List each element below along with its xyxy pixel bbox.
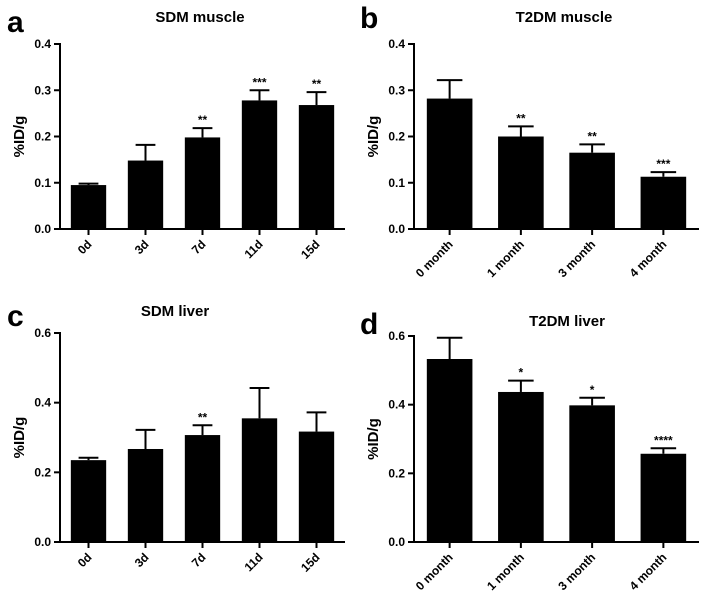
significance-marker: ***: [656, 157, 670, 171]
panel-label: d: [360, 308, 378, 341]
y-tick-label: 0.4: [388, 398, 405, 412]
y-tick-label: 0.0: [34, 222, 51, 236]
y-tick-label: 0.0: [388, 222, 405, 236]
chart-a: a SDM muscle %ID/g 0.0 0.1 0.2 0.3 0.4 0d 3d ** 7d *…: [7, 6, 345, 262]
bar: [184, 137, 221, 229]
significance-marker: ***: [252, 75, 266, 89]
chart-title: SDM liver: [141, 303, 210, 320]
bar: [241, 100, 278, 229]
significance-marker: *: [590, 383, 595, 397]
chart-panel-c: c SDM liver %ID/g 0.0 0.2 0.4 0.6 0d 3d ** 7d 11d 15…: [0, 298, 354, 597]
chart-panel-b: b T2DM muscle %ID/g 0.0 0.1 0.2 0.3 0.4 0 month *…: [354, 0, 708, 298]
bar: [241, 418, 278, 542]
chart-panel-d: d T2DM liver %ID/g 0.0 0.2 0.4 0.6 0 month * 1 mo…: [354, 298, 708, 597]
y-tick-label: 0.0: [388, 535, 405, 549]
chart-b: b T2DM muscle %ID/g 0.0 0.1 0.2 0.3 0.4 0 month *…: [360, 2, 699, 280]
chart-title: T2DM liver: [529, 313, 605, 330]
bar: [569, 405, 615, 542]
panel-label: c: [7, 300, 24, 333]
x-tick-label: 3 month: [555, 237, 598, 280]
y-axis-label: %ID/g: [11, 417, 28, 459]
x-tick-label: 4 month: [627, 550, 670, 593]
bar: [498, 136, 544, 229]
x-tick-label: 7d: [189, 550, 209, 570]
bar: [426, 359, 473, 542]
x-tick-label: 7d: [189, 237, 209, 257]
chart-c: c SDM liver %ID/g 0.0 0.2 0.4 0.6 0d 3d ** 7d 11d 15…: [7, 300, 345, 575]
x-tick-label: 15d: [298, 550, 323, 575]
y-axis-label: %ID/g: [11, 116, 28, 158]
y-tick-label: 0.1: [34, 176, 51, 190]
x-tick-label: 1 month: [484, 550, 527, 593]
x-tick-label: 3 month: [555, 550, 598, 593]
x-tick-label: 4 month: [627, 237, 670, 280]
significance-marker: ****: [654, 433, 673, 447]
y-tick-label: 0.0: [34, 535, 51, 549]
bar: [298, 431, 335, 542]
bar: [184, 435, 221, 542]
bar: [498, 391, 544, 542]
y-axis-label: %ID/g: [365, 116, 382, 158]
x-tick-label: 3d: [132, 550, 152, 570]
chart-d: d T2DM liver %ID/g 0.0 0.2 0.4 0.6 0 month * 1 mo…: [360, 308, 699, 593]
y-tick-label: 0.3: [388, 83, 405, 97]
bar: [426, 98, 473, 229]
x-tick-label: 0d: [75, 550, 95, 570]
significance-marker: **: [516, 111, 526, 125]
y-tick-label: 0.2: [34, 130, 51, 144]
x-tick-label: 11d: [242, 237, 266, 261]
y-tick-label: 0.2: [388, 130, 405, 144]
significance-marker: **: [587, 129, 597, 143]
y-axis-label: %ID/g: [365, 418, 382, 460]
significance-marker: *: [519, 366, 524, 380]
y-tick-label: 0.6: [388, 329, 405, 343]
y-tick-label: 0.2: [34, 465, 51, 479]
y-tick-label: 0.1: [388, 176, 405, 190]
y-tick-label: 0.6: [34, 326, 51, 340]
bar: [298, 105, 335, 229]
x-tick-label: 0d: [75, 237, 95, 257]
bar: [640, 453, 687, 542]
y-tick-label: 0.3: [34, 83, 51, 97]
bar: [70, 460, 107, 542]
y-tick-label: 0.4: [34, 396, 51, 410]
x-tick-label: 15d: [298, 237, 323, 262]
chart-title: T2DM muscle: [516, 9, 613, 26]
significance-marker: **: [198, 113, 208, 127]
x-tick-label: 11d: [242, 550, 266, 574]
y-tick-label: 0.2: [388, 466, 405, 480]
y-tick-label: 0.4: [388, 37, 405, 51]
x-tick-label: 0 month: [413, 237, 456, 280]
x-tick-label: 1 month: [484, 237, 527, 280]
significance-marker: **: [198, 410, 208, 424]
panel-label: b: [360, 2, 378, 35]
chart-title: SDM muscle: [155, 9, 244, 26]
y-tick-label: 0.4: [34, 37, 51, 51]
x-tick-label: 0 month: [413, 550, 456, 593]
bar: [127, 160, 164, 229]
bar: [640, 176, 687, 229]
bar: [127, 448, 164, 542]
significance-marker: **: [312, 77, 322, 91]
bar: [70, 185, 107, 229]
bar: [569, 152, 615, 229]
chart-panel-a: a SDM muscle %ID/g 0.0 0.1 0.2 0.3 0.4 0d 3d ** 7d *…: [0, 0, 354, 298]
panel-label: a: [7, 6, 24, 39]
x-tick-label: 3d: [132, 237, 152, 257]
